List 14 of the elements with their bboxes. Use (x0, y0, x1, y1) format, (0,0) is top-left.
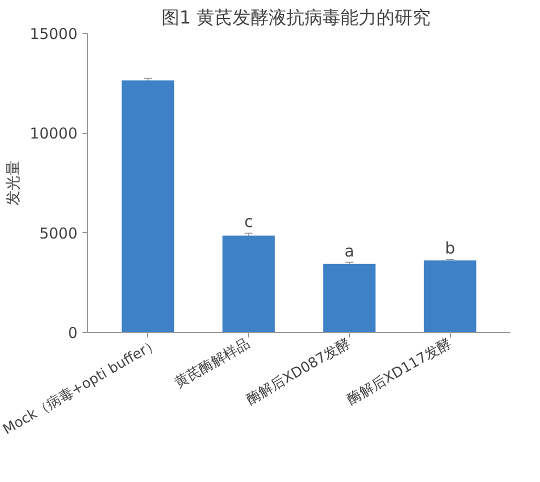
annotation: a (344, 241, 354, 260)
annotation: b (444, 238, 456, 258)
x-tick-label: 黄芪酶解样品 (172, 336, 253, 392)
y-tick-label: 10000 (30, 124, 78, 143)
bar (222, 236, 275, 332)
y-tick-label: 15000 (30, 25, 78, 43)
y-tick-label: 0 (68, 324, 78, 342)
annotation: c (244, 212, 254, 232)
bar (122, 80, 174, 332)
y-axis-title: 发光量 (4, 160, 22, 206)
bar (424, 260, 476, 332)
bar (323, 264, 376, 332)
chart-title: 图1 黄芪发酵液抗病毒能力的研究 (162, 8, 431, 28)
y-tick-label: 5000 (39, 224, 78, 242)
